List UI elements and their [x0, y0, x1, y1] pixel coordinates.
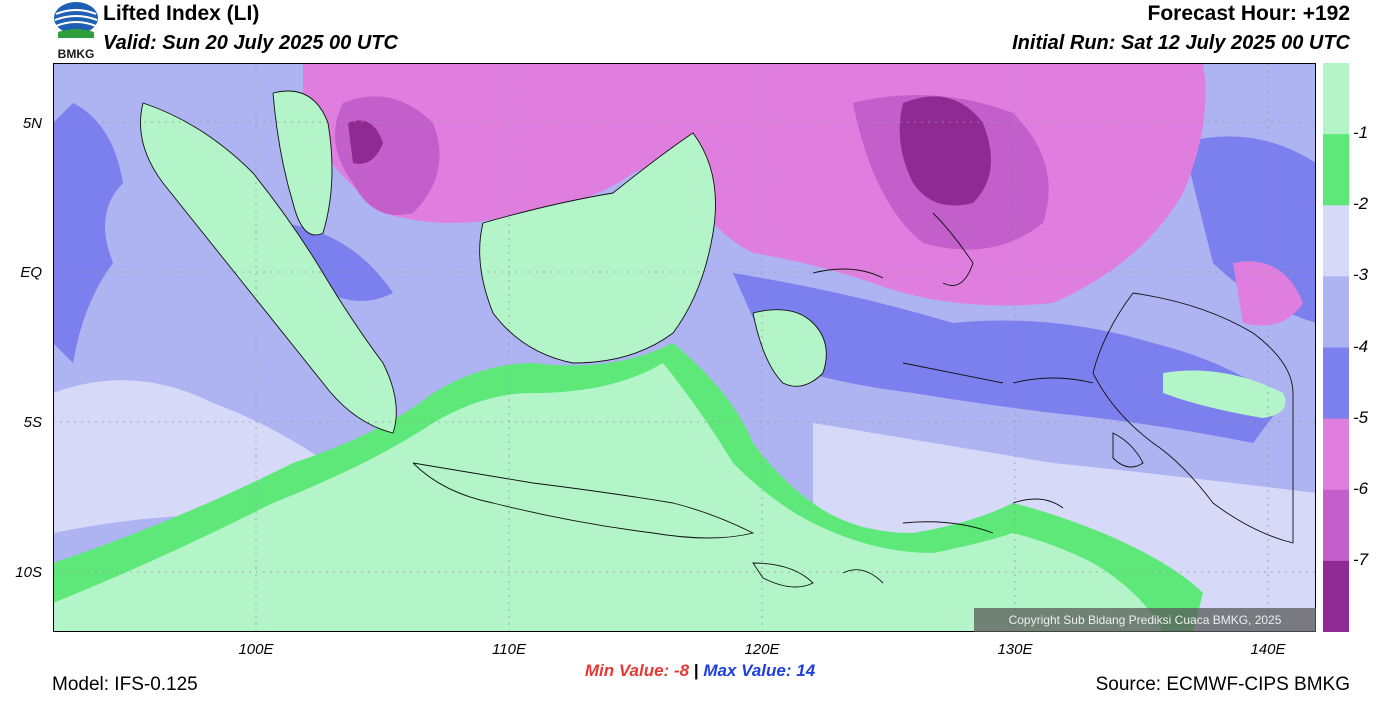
copyright-notice: Copyright Sub Bidang Prediksi Cuaca BMKG… [974, 608, 1316, 632]
min-max-separator: | [693, 661, 699, 680]
colorbar-swatch [1323, 560, 1349, 633]
land-green-region [140, 103, 397, 433]
mid-blue-region [53, 103, 123, 363]
forecast-hour: Forecast Hour: +192 [1147, 2, 1351, 25]
initial-run: Initial Run: Sat 12 July 2025 00 UTC [1012, 32, 1350, 54]
lat-label: 5N [22, 115, 42, 132]
land-green-region [53, 363, 1163, 632]
logo-text: BMKG [58, 47, 95, 61]
colorbar-swatch [1323, 134, 1349, 206]
colorbar-swatch [1323, 276, 1349, 349]
min-max-values: Min Value: -8 | Max Value: 14 [0, 661, 1400, 681]
land-green-region [479, 133, 716, 363]
max-value: 14 [796, 661, 816, 680]
colorbar-swatch [1323, 63, 1349, 135]
colorbar-label: -2 [1353, 194, 1369, 214]
bmkg-logo: BMKG [52, 0, 100, 62]
mid-blue-region [733, 273, 1283, 443]
map-canvas [53, 63, 1316, 632]
colorbar-label: -3 [1353, 265, 1369, 285]
lon-label: 110E [492, 641, 526, 658]
lon-label: 130E [997, 641, 1033, 658]
lat-label: EQ [20, 264, 42, 281]
colorbar [1323, 63, 1349, 633]
colorbar-swatch [1323, 205, 1349, 277]
source-info: Source: ECMWF-CIPS BMKG [1095, 674, 1350, 695]
lat-label: 5S [23, 414, 42, 431]
deep-purple-region [348, 120, 383, 164]
lifted-index-map [53, 63, 1316, 632]
magenta-region [1233, 261, 1303, 326]
colorbar-swatch [1323, 418, 1349, 491]
lat-label: 10S [15, 564, 42, 581]
map-grid [53, 63, 1316, 632]
min-label: Min Value: [584, 661, 670, 680]
lon-label: 140E [1250, 641, 1286, 658]
valid-time: Valid: Sun 20 July 2025 00 UTC [103, 32, 398, 54]
coastlines [140, 90, 1294, 588]
max-label: Max Value: [703, 661, 792, 680]
colorbar-label: -4 [1353, 336, 1369, 356]
chart-title: Lifted Index (LI) [103, 2, 260, 25]
mid-blue-region [283, 223, 393, 301]
lon-label: 100E [238, 641, 274, 658]
model-info: Model: IFS-0.125 [52, 674, 198, 695]
colorbar-swatch [1323, 489, 1349, 562]
colorbar-swatch [1323, 347, 1349, 420]
colorbar-label: -6 [1353, 478, 1369, 498]
land-green-region [1163, 370, 1286, 418]
min-value: -8 [673, 661, 690, 680]
lon-label: 120E [744, 641, 780, 658]
land-green-region [273, 91, 332, 235]
colorbar-label: -1 [1353, 123, 1369, 143]
deep-purple-region [899, 96, 991, 206]
colorbar-label: -5 [1353, 407, 1369, 427]
colorbar-label: -7 [1353, 549, 1369, 569]
